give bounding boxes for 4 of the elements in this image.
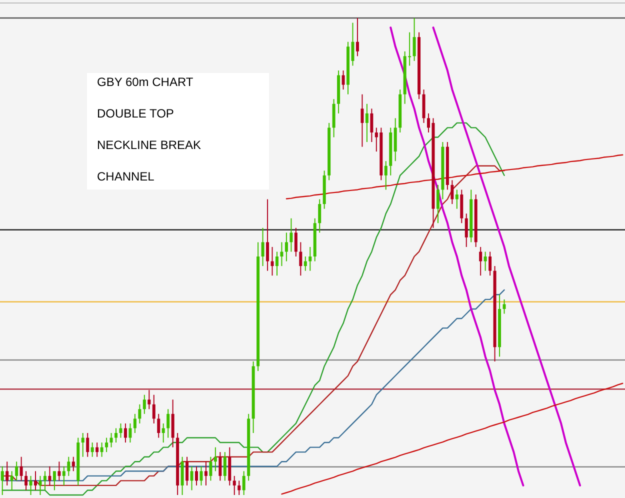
annotation: GBY 60m CHART (97, 75, 194, 89)
annotation: NECKLINE BREAK (97, 138, 202, 152)
annotation: CHANNEL (97, 170, 155, 184)
annotation: DOUBLE TOP (97, 106, 174, 120)
